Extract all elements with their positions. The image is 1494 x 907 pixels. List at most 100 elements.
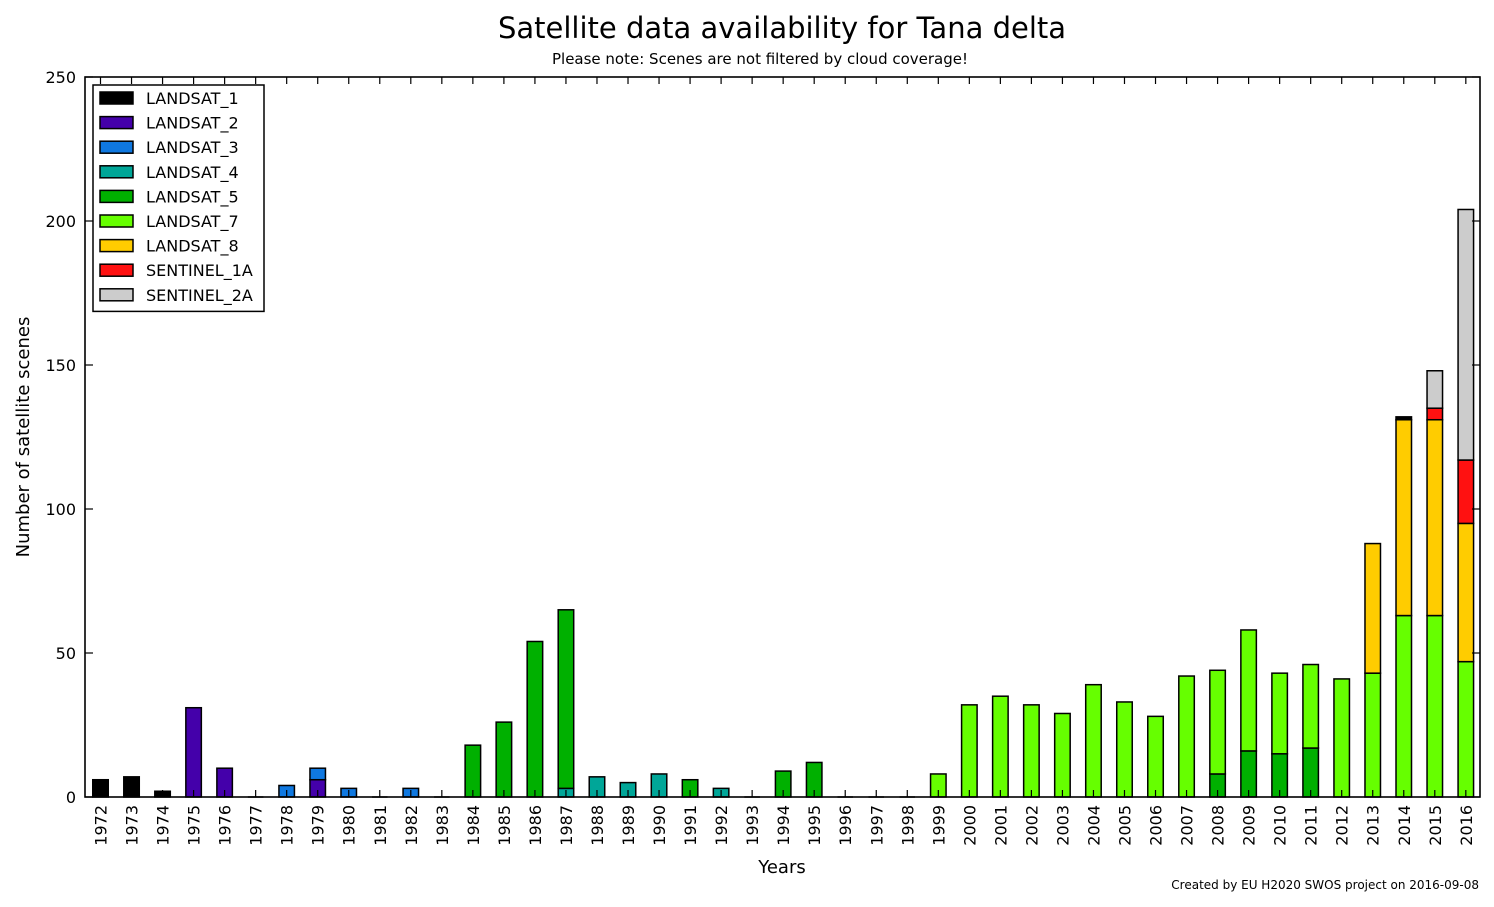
bar-1986-landsat_5 bbox=[526, 640, 544, 798]
x-tick-label: 2005 bbox=[1115, 805, 1134, 846]
x-tick-label: 1981 bbox=[371, 805, 390, 846]
legend-swatch-landsat_3 bbox=[99, 140, 134, 154]
legend: LANDSAT_1 LANDSAT_2 LANDSAT_3 LANDSAT_4 LAND… bbox=[92, 84, 265, 313]
x-tick-label: 2011 bbox=[1302, 805, 1321, 846]
x-tick-label: 1979 bbox=[309, 805, 328, 846]
x-tick-label: 2015 bbox=[1426, 805, 1445, 846]
x-tick-label: 1972 bbox=[92, 805, 111, 846]
bar-2013-landsat_8 bbox=[1364, 542, 1382, 674]
bar-2014-landsat_8 bbox=[1395, 418, 1413, 617]
legend-swatch-sentinel_1a bbox=[99, 263, 134, 277]
x-tick-label: 2004 bbox=[1084, 805, 1103, 846]
x-axis-label: Years bbox=[757, 857, 806, 878]
bar-2016-sentinel_2a bbox=[1457, 208, 1475, 461]
bar-2006-landsat_7 bbox=[1147, 715, 1165, 798]
legend-swatch-sentinel_2a bbox=[99, 288, 134, 302]
bar-1985-landsat_5 bbox=[495, 721, 513, 798]
bar-2005-landsat_7 bbox=[1115, 701, 1133, 798]
bar-2011-landsat_5 bbox=[1302, 747, 1320, 798]
bar-2015-landsat_7 bbox=[1426, 614, 1444, 798]
x-tick-label: 1985 bbox=[495, 805, 514, 846]
bar-2016-landsat_7 bbox=[1457, 660, 1475, 798]
x-tick-label: 1976 bbox=[216, 805, 235, 846]
bar-2007-landsat_7 bbox=[1178, 675, 1196, 798]
x-tick-label: 2006 bbox=[1147, 805, 1166, 846]
bar-2003-landsat_7 bbox=[1053, 712, 1071, 798]
bar-2011-landsat_7 bbox=[1302, 663, 1320, 749]
x-tick-label: 2014 bbox=[1395, 805, 1414, 846]
x-tick-label: 2003 bbox=[1053, 805, 1072, 846]
x-tick-label: 1989 bbox=[619, 805, 638, 846]
x-tick-label: 2000 bbox=[960, 805, 979, 846]
x-axis: 1972 1973 1974 1975 1976 1977 1978 1979 1980 1981… bbox=[92, 77, 1476, 846]
x-tick-label: 1974 bbox=[154, 805, 173, 846]
legend-swatch-landsat_7 bbox=[99, 214, 134, 228]
x-tick-label: 1997 bbox=[867, 805, 886, 846]
chart-subtitle: Please note: Scenes are not filtered by … bbox=[552, 50, 968, 68]
x-tick-label: 1993 bbox=[743, 805, 762, 846]
y-tick-label: 0 bbox=[66, 788, 76, 807]
x-tick-label: 1983 bbox=[433, 805, 452, 846]
bar-2015-sentinel_2a bbox=[1426, 370, 1444, 409]
y-axis: 0 50 100 150 200 250 bbox=[45, 68, 1480, 807]
x-tick-label: 2013 bbox=[1364, 805, 1383, 846]
bar-2009-landsat_7 bbox=[1240, 629, 1258, 752]
legend-label-landsat_2: LANDSAT_2 bbox=[146, 114, 239, 134]
legend-swatch-landsat_4 bbox=[99, 165, 134, 179]
bar-2008-landsat_7 bbox=[1209, 669, 1227, 775]
legend-swatch-landsat_5 bbox=[99, 189, 134, 204]
bar-2001-landsat_7 bbox=[991, 695, 1009, 798]
x-tick-label: 1984 bbox=[464, 805, 483, 846]
legend-label-sentinel_2a: SENTINEL_2A bbox=[146, 286, 253, 306]
legend-label-landsat_3: LANDSAT_3 bbox=[146, 138, 239, 158]
legend-swatch-landsat_8 bbox=[99, 238, 134, 253]
plot-frame bbox=[84, 76, 1481, 798]
bar-2014-landsat_7 bbox=[1395, 614, 1413, 798]
x-tick-label: 1987 bbox=[557, 805, 576, 846]
x-tick-label: 2010 bbox=[1271, 805, 1290, 846]
x-tick-label: 1992 bbox=[712, 805, 731, 846]
x-tick-label: 2012 bbox=[1333, 805, 1352, 846]
bar-2013-landsat_7 bbox=[1364, 672, 1382, 798]
bar-2004-landsat_7 bbox=[1084, 683, 1102, 798]
legend-swatch-landsat_2 bbox=[99, 115, 134, 130]
y-tick-label: 200 bbox=[45, 212, 76, 231]
bar-1975-landsat_2 bbox=[185, 706, 203, 798]
x-tick-label: 1999 bbox=[929, 805, 948, 846]
y-tick-label: 50 bbox=[56, 644, 76, 663]
x-tick-label: 1980 bbox=[340, 805, 359, 846]
legend-label-landsat_1: LANDSAT_1 bbox=[146, 89, 239, 109]
x-tick-label: 2002 bbox=[1022, 805, 1041, 846]
bar-2015-landsat_8 bbox=[1426, 418, 1444, 617]
x-tick-label: 1990 bbox=[650, 805, 669, 846]
chart-title: Satellite data availability for Tana del… bbox=[498, 11, 1066, 45]
x-tick-label: 1991 bbox=[681, 805, 700, 846]
bar-2002-landsat_7 bbox=[1022, 704, 1040, 798]
x-tick-label: 1988 bbox=[588, 805, 607, 846]
legend-label-sentinel_1a: SENTINEL_1A bbox=[146, 261, 253, 281]
x-tick-label: 2007 bbox=[1178, 805, 1197, 846]
x-tick-label: 1986 bbox=[526, 805, 545, 846]
x-tick-label: 1975 bbox=[185, 805, 204, 846]
bar-2016-sentinel_1a bbox=[1457, 459, 1475, 525]
bar-2010-landsat_7 bbox=[1271, 672, 1289, 755]
x-tick-label: 1995 bbox=[805, 805, 824, 846]
legend-label-landsat_8: LANDSAT_8 bbox=[146, 237, 239, 257]
y-tick-label: 250 bbox=[45, 68, 76, 87]
bars-layer bbox=[92, 208, 1475, 798]
bar-1987-landsat_5 bbox=[557, 609, 575, 790]
x-tick-label: 1978 bbox=[278, 805, 297, 846]
x-tick-label: 1977 bbox=[247, 805, 266, 846]
x-tick-label: 1982 bbox=[402, 805, 421, 846]
legend-swatch-landsat_1 bbox=[99, 91, 134, 105]
x-tick-label: 2009 bbox=[1240, 805, 1259, 846]
bar-1979-landsat_3 bbox=[309, 767, 327, 781]
credit-note: Created by EU H2020 SWOS project on 2016… bbox=[1171, 878, 1479, 892]
x-tick-label: 1996 bbox=[836, 805, 855, 846]
bar-2000-landsat_7 bbox=[960, 704, 978, 798]
x-tick-label: 1973 bbox=[123, 805, 142, 846]
x-tick-label: 1998 bbox=[898, 805, 917, 846]
legend-label-landsat_7: LANDSAT_7 bbox=[146, 212, 239, 232]
x-tick-label: 2001 bbox=[991, 805, 1010, 846]
